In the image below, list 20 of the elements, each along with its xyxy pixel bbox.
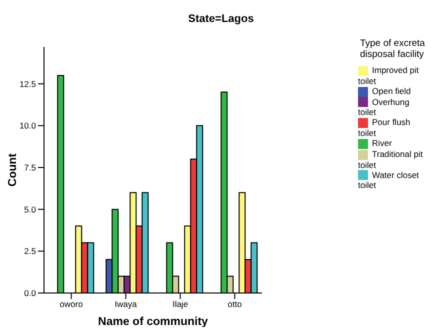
legend-label: Open field [372, 86, 411, 96]
legend-label: Overhung toilet [358, 96, 410, 118]
x-tick-label: otto [228, 299, 242, 310]
y-tick-label: 2.5 [24, 246, 36, 256]
y-tick-label: 5.0 [24, 204, 36, 214]
x-tick-label: Ilaje [172, 299, 188, 310]
legend-label: Pour flush toilet [358, 117, 410, 138]
x-tick-label: Iwaya [114, 299, 138, 310]
legend-label: Water closet toilet [358, 170, 419, 190]
y-axis-title: Count [7, 153, 20, 187]
legend-label: Traditional pit toilet [358, 148, 423, 170]
chart-title: State=Lagos [187, 13, 255, 25]
y-tick-label: 0.0 [24, 288, 36, 298]
y-tick-label: 10.0 [19, 120, 36, 131]
legend-label: Improved pit toilet [358, 65, 419, 86]
legend-label: River [372, 138, 392, 148]
y-tick-label: 7.5 [24, 162, 36, 173]
x-tick-label: oworo [60, 299, 84, 310]
legend-title: Type of excreta disposal facility [360, 38, 426, 60]
y-tick-label: 12.5 [19, 78, 36, 89]
